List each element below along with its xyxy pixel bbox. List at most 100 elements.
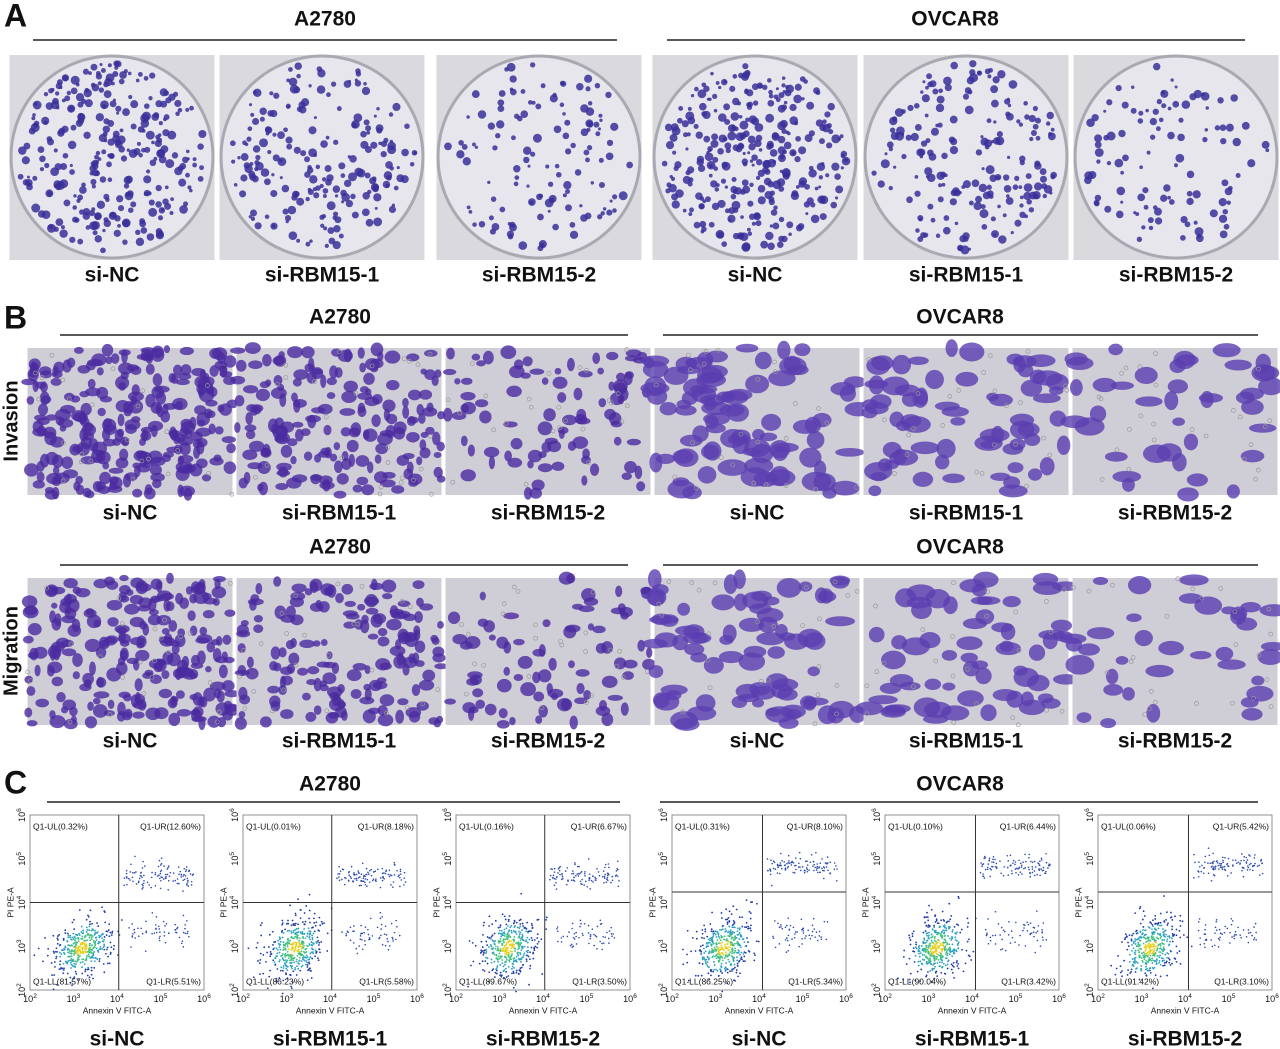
event-dot [289,959,291,962]
cell [166,572,174,584]
event-dot [159,887,162,890]
cell [992,689,1018,701]
event-dot [573,876,575,879]
event-dot [52,934,55,937]
pore [241,648,246,653]
pore [1010,715,1016,720]
colony [841,156,851,166]
cell [740,467,770,487]
event-dot [359,938,362,940]
tick-exponent: 2 [33,993,37,1000]
tick-base: 10 [443,812,453,822]
event-dot [156,875,159,877]
event-dot [281,954,284,957]
quadrant-label: Q1-UL(0.16%) [459,821,514,831]
colony [789,116,799,125]
event-dot [315,952,317,954]
colony [279,159,283,163]
colony [130,100,139,109]
colony [716,231,724,239]
colony [954,221,959,226]
cell [1020,379,1043,397]
event-dot [137,927,139,930]
event-dot [528,983,530,986]
cell [507,457,523,468]
cell [175,461,190,473]
cell [868,485,882,497]
cell [367,633,379,640]
event-dot [595,877,597,880]
cell [538,704,548,718]
colony [174,99,182,108]
event-dot [506,958,508,961]
colony [587,101,593,106]
cell [322,672,337,685]
event-dot [498,957,501,960]
tick-base: 10 [443,856,453,866]
event-dot [576,873,579,875]
colony [1149,134,1156,140]
cell [395,709,405,724]
cell [24,707,33,718]
event-dot [504,967,507,970]
event-dot [140,875,142,877]
cell [461,377,473,385]
cell [124,708,133,718]
tick-base: 10 [17,856,27,866]
colony [338,233,344,239]
event-dot [512,957,515,960]
cell [119,448,129,461]
cell [404,633,419,648]
cell [422,669,436,682]
event-dot [89,942,91,945]
cell [606,351,619,361]
cell [406,431,420,443]
cell [209,681,226,691]
event-dot [297,927,300,930]
colony [1046,111,1054,120]
event-dot [499,971,502,974]
event-dot [58,933,61,936]
cell [804,632,826,650]
pore [385,460,391,465]
cell [108,467,124,474]
event-dot [185,868,188,871]
event-dot [297,961,299,964]
tick-exponent: 3 [442,939,449,943]
event-dot [575,935,577,938]
event-dot [51,974,53,977]
pore [539,705,545,711]
event-dot [713,946,716,949]
cell [344,600,356,607]
colony [340,173,346,178]
colony [782,169,791,179]
colony [1142,187,1149,194]
event-dot [183,873,185,876]
event-dot [294,924,296,927]
cell [756,607,784,623]
colony [373,193,382,202]
event-dot [507,955,510,958]
event-dot [286,943,289,946]
colony [932,88,939,95]
cell [212,598,220,606]
cell [660,614,679,627]
colony [1039,168,1047,175]
colony [877,180,885,188]
event-dot [161,876,164,879]
cell [547,440,562,453]
tick-exponent: 6 [420,993,424,1000]
event-dot [80,951,83,953]
event-dot [290,985,292,988]
event-dot [303,932,306,935]
cell [454,378,461,385]
event-dot [131,923,133,925]
colony [698,203,705,210]
event-dot [521,929,523,931]
colony [182,156,189,164]
colony [63,199,71,207]
event-dot [159,877,161,880]
cell [196,458,208,469]
colony [790,191,800,201]
pore [1232,609,1238,615]
